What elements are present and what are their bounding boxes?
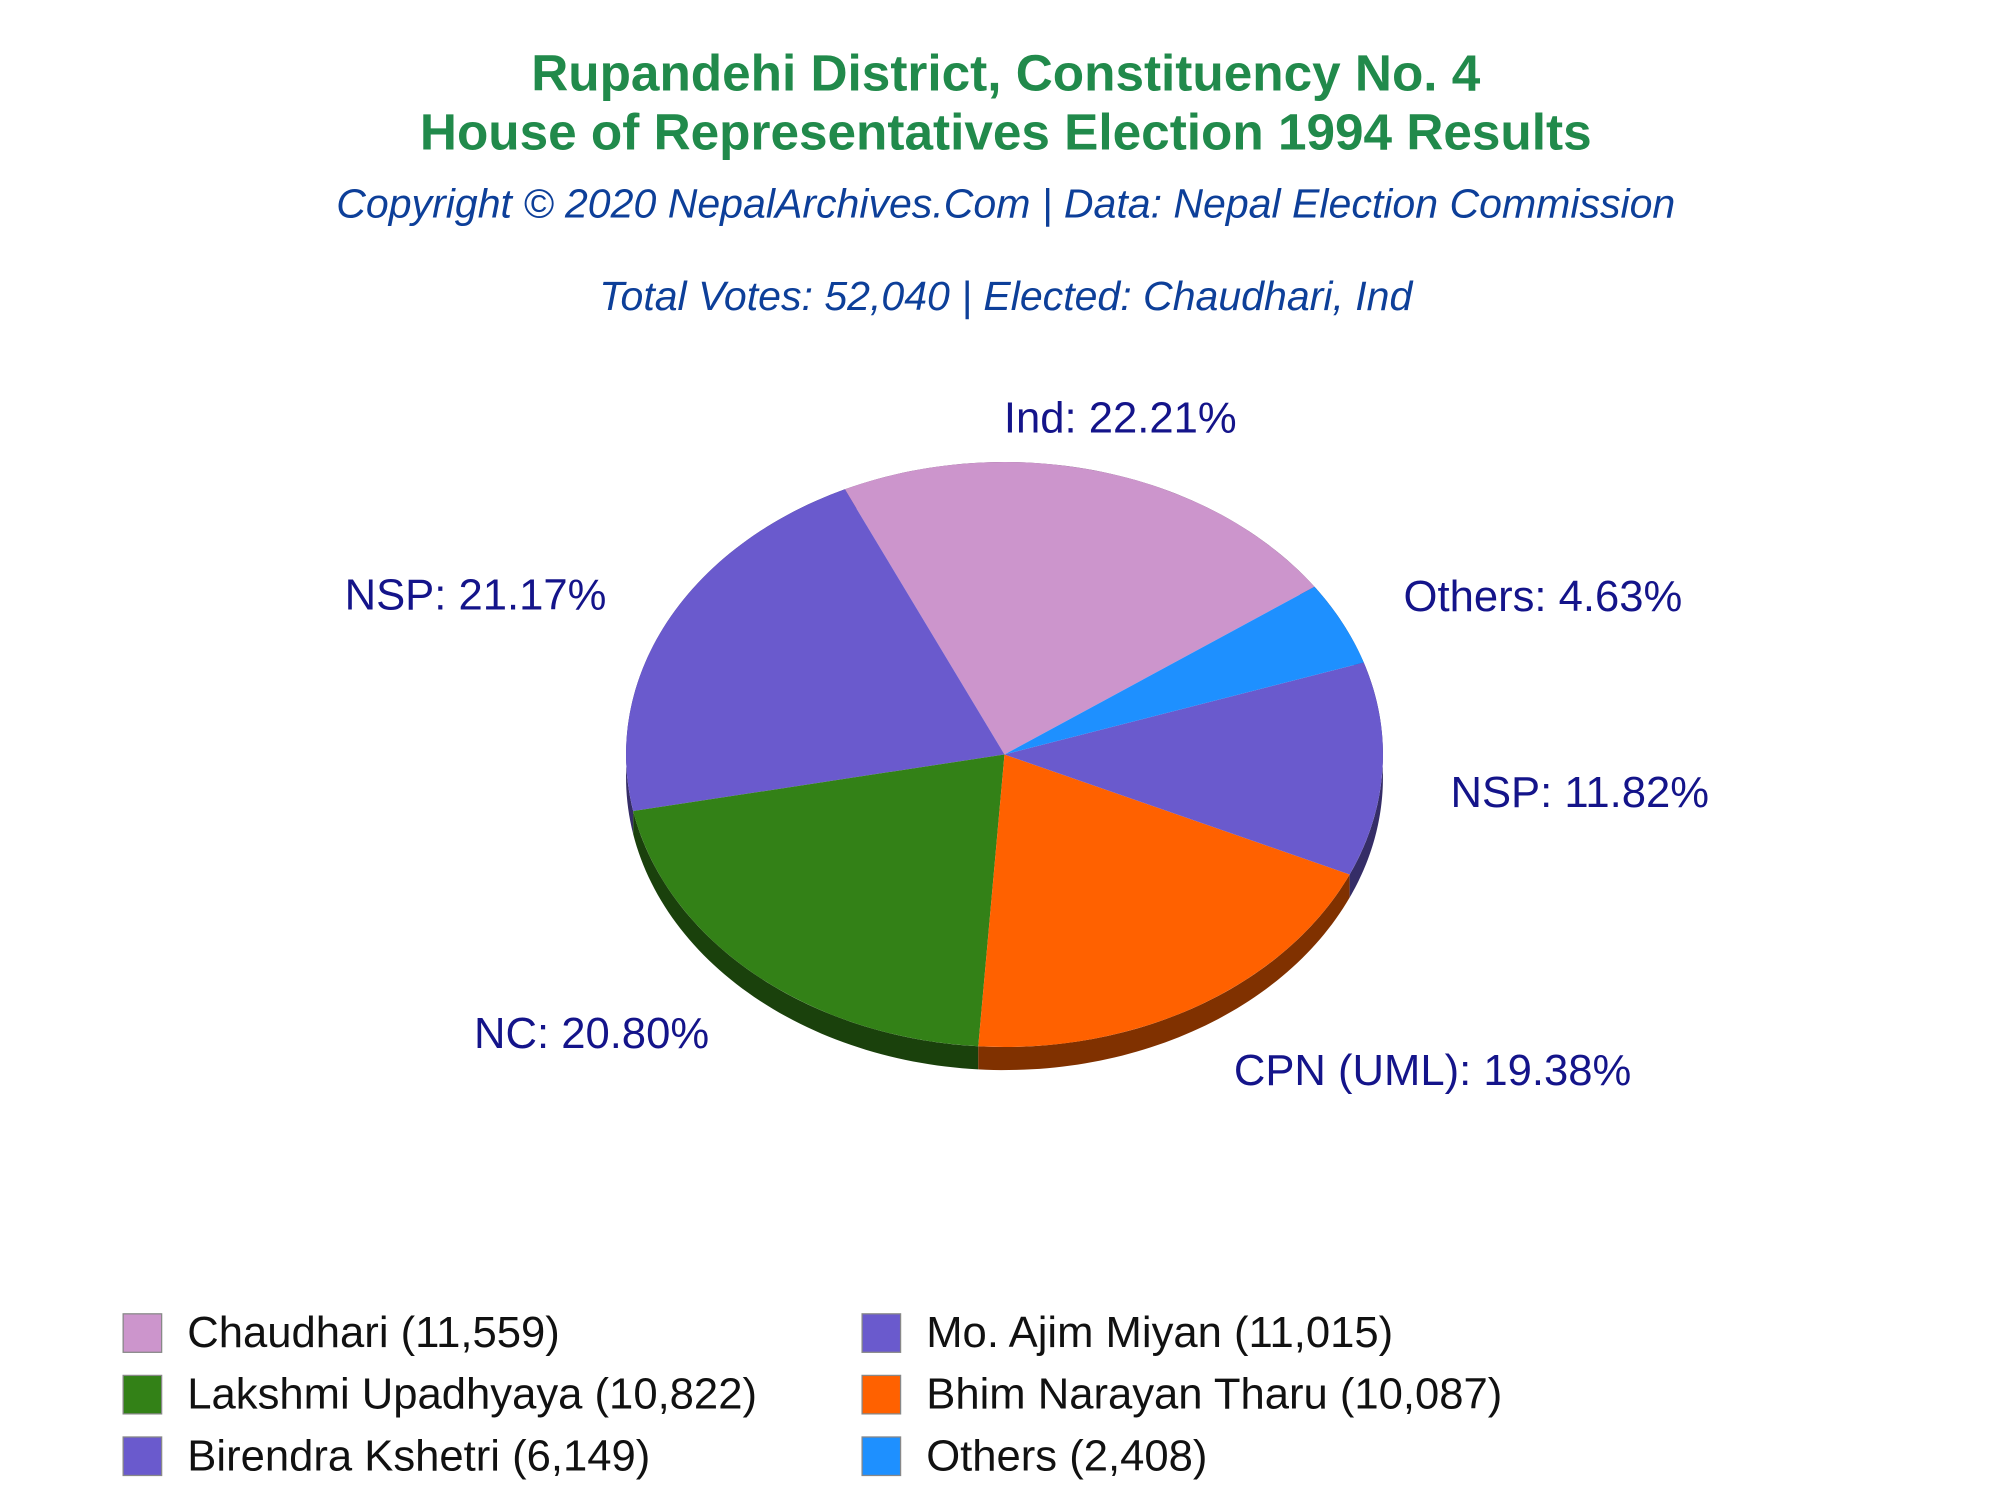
legend-label: Lakshmi Upadhyaya (10,822) (187, 1371, 757, 1419)
slice-label: Ind: 22.21% (1004, 395, 1237, 443)
legend-swatch (122, 1313, 163, 1353)
pie-side (1349, 662, 1383, 898)
legend-label: Mo. Ajim Miyan (11,015) (926, 1309, 1393, 1357)
legend-swatch (861, 1374, 902, 1415)
chart-title: House of Representatives Election 1994 R… (420, 104, 1592, 161)
legend-swatch (861, 1436, 902, 1477)
slice-label: NSP: 21.17% (345, 572, 607, 620)
slice-label: CPN (UML): 19.38% (1234, 1047, 1631, 1095)
pie-side (633, 811, 979, 1070)
pie-slice (844, 461, 1315, 755)
legend-label: Chaudhari (11,559) (187, 1309, 560, 1357)
pie-side (978, 874, 1350, 1071)
slice-label: NSP: 11.82% (1450, 769, 1709, 817)
legend-label: Birendra Kshetri (6,149) (187, 1432, 650, 1480)
legend-label: Bhim Narayan Tharu (10,087) (926, 1371, 1502, 1419)
pie-slice (1004, 662, 1383, 875)
legend-swatch (122, 1374, 163, 1415)
chart-note: Total Votes: 52,040 | Elected: Chaudhari… (599, 273, 1413, 319)
legend-swatch (861, 1313, 902, 1353)
pie-slice (1004, 586, 1364, 755)
chart-subtitle: Copyright © 2020 NepalArchives.Com | Dat… (336, 181, 1675, 227)
slice-label: NC: 20.80% (474, 1010, 709, 1058)
legend-label: Others (2,408) (926, 1432, 1207, 1480)
legend-swatch (122, 1436, 163, 1477)
pie-slice (978, 754, 1350, 1047)
pie-slice (626, 489, 1005, 812)
slice-label: Others: 4.63% (1404, 573, 1683, 621)
pie-slice (633, 754, 1005, 1047)
chart-title: Rupandehi District, Constituency No. 4 (531, 45, 1481, 102)
